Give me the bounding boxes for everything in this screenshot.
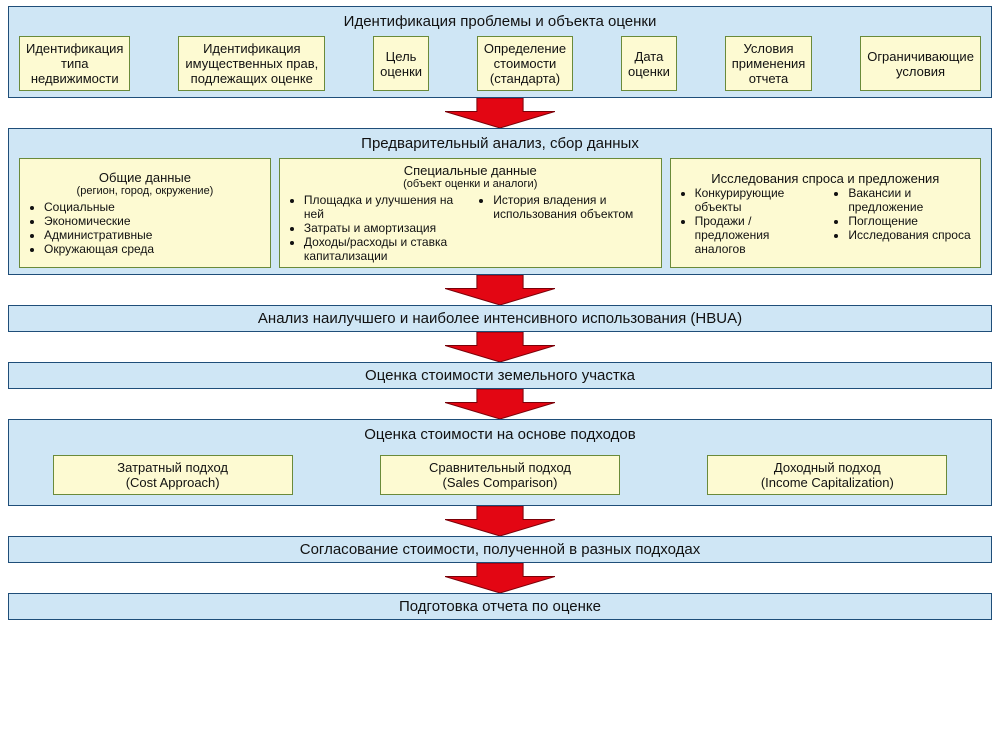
spec-l-1: Затраты и амортизация xyxy=(304,221,465,235)
gen-item-0: Социальные xyxy=(44,200,264,214)
arrow-3 xyxy=(8,332,992,362)
spec-r-0: История владения и использования объекто… xyxy=(493,193,654,221)
stage-6-title: Согласование стоимости, полученной в раз… xyxy=(19,541,981,558)
dem-r-2: Исследования спроса xyxy=(848,228,974,242)
col-general-list: Социальные Экономические Административны… xyxy=(26,200,264,256)
approach-0-en: (Cost Approach) xyxy=(126,475,220,490)
stage1-box-5: Условияпримененияотчета xyxy=(725,36,813,91)
dem-r-1: Поглощение xyxy=(848,214,974,228)
dem-l-1: Продажи / предложения аналогов xyxy=(695,214,821,256)
approach-1-en: (Sales Comparison) xyxy=(443,475,558,490)
stage1-box-6: Ограничивающиеусловия xyxy=(860,36,981,91)
dem-r-0: Вакансии и предложение xyxy=(848,186,974,214)
dem-l-0: Конкурирующие объекты xyxy=(695,186,821,214)
col-special-left: Площадка и улучшения на ней Затраты и ам… xyxy=(286,193,465,263)
arrow-1 xyxy=(8,98,992,128)
approach-1-ru: Сравнительный подход xyxy=(429,460,571,475)
col-general-sub: (регион, город, окружение) xyxy=(26,185,264,197)
approach-0-ru: Затратный подход xyxy=(117,460,228,475)
arrow-2 xyxy=(8,275,992,305)
stage-1-title: Идентификация проблемы и объекта оценки xyxy=(19,13,981,30)
arrow-5 xyxy=(8,506,992,536)
col-general: Общие данные (регион, город, окружение) … xyxy=(19,158,271,268)
approach-2: Доходный подход (Income Capitalization) xyxy=(707,455,947,495)
gen-item-2: Административные xyxy=(44,228,264,242)
approach-1: Сравнительный подход (Sales Comparison) xyxy=(380,455,620,495)
stage-3-title: Анализ наилучшего и наиболее интенсивног… xyxy=(19,310,981,327)
stage1-box-2: Цельоценки xyxy=(373,36,429,91)
col-demand-left: Конкурирующие объекты Продажи / предложе… xyxy=(677,186,821,256)
stage-6: Согласование стоимости, полученной в раз… xyxy=(8,536,992,563)
spec-l-0: Площадка и улучшения на ней xyxy=(304,193,465,221)
stage-2-columns: Общие данные (регион, город, окружение) … xyxy=(19,158,981,268)
col-general-title: Общие данные xyxy=(26,170,264,185)
col-demand-title: Исследования спроса и предложения xyxy=(677,171,974,186)
stage-4: Оценка стоимости земельного участка xyxy=(8,362,992,389)
stage-1-boxes: Идентификациятипанедвижимости Идентифика… xyxy=(19,36,981,91)
stage1-box-3: Определениестоимости(стандарта) xyxy=(477,36,573,91)
col-special-sub: (объект оценки и аналоги) xyxy=(286,178,655,190)
stage-5: Оценка стоимости на основе подходов Затр… xyxy=(8,419,992,506)
col-special-title: Специальные данные xyxy=(286,163,655,178)
approach-0: Затратный подход (Cost Approach) xyxy=(53,455,293,495)
stage1-box-1: Идентификацияимущественных прав,подлежащ… xyxy=(178,36,325,91)
stage-5-title: Оценка стоимости на основе подходов xyxy=(19,426,981,443)
stage-7-title: Подготовка отчета по оценке xyxy=(19,598,981,615)
arrow-6 xyxy=(8,563,992,593)
arrow-4 xyxy=(8,389,992,419)
col-demand-right: Вакансии и предложение Поглощение Исслед… xyxy=(830,186,974,256)
stage-3: Анализ наилучшего и наиболее интенсивног… xyxy=(8,305,992,332)
gen-item-1: Экономические xyxy=(44,214,264,228)
stage-2: Предварительный анализ, сбор данных Общи… xyxy=(8,128,992,275)
spec-l-2: Доходы/расходы и ставка капитализации xyxy=(304,235,465,263)
approach-row: Затратный подход (Cost Approach) Сравнит… xyxy=(19,449,981,499)
stage-4-title: Оценка стоимости земельного участка xyxy=(19,367,981,384)
gen-item-3: Окружающая среда xyxy=(44,242,264,256)
col-demand: Исследования спроса и предложения Конкур… xyxy=(670,158,981,268)
stage1-box-4: Датаоценки xyxy=(621,36,677,91)
stage-2-title: Предварительный анализ, сбор данных xyxy=(19,135,981,152)
approach-2-en: (Income Capitalization) xyxy=(761,475,894,490)
col-special-right: История владения и использования объекто… xyxy=(475,193,654,263)
approach-2-ru: Доходный подход xyxy=(774,460,881,475)
stage-7: Подготовка отчета по оценке xyxy=(8,593,992,620)
col-special: Специальные данные (объект оценки и анал… xyxy=(279,158,662,268)
stage1-box-0: Идентификациятипанедвижимости xyxy=(19,36,130,91)
stage-1: Идентификация проблемы и объекта оценки … xyxy=(8,6,992,98)
